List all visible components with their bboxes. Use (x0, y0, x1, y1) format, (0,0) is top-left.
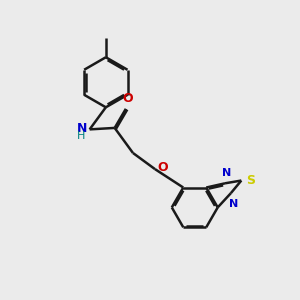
Text: O: O (158, 161, 168, 175)
Text: S: S (247, 174, 256, 187)
Text: N: N (229, 199, 239, 209)
Text: N: N (77, 122, 87, 135)
Text: O: O (122, 92, 133, 105)
Text: H: H (77, 131, 86, 141)
Text: N: N (222, 168, 231, 178)
